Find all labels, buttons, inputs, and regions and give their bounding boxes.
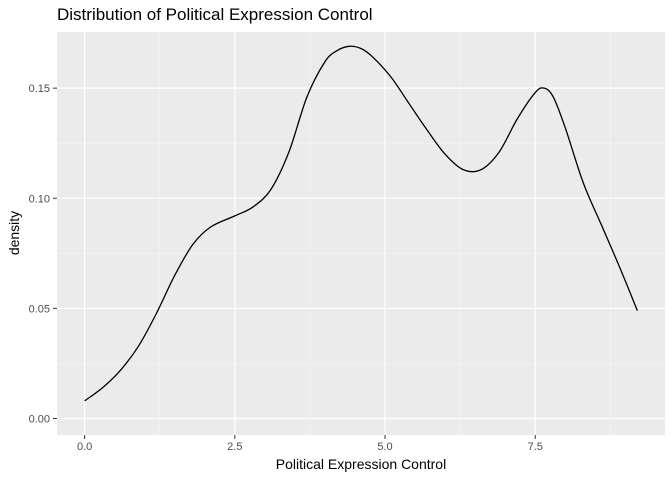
x-tick-label: 7.5	[528, 441, 543, 453]
y-tick-label: 0.10	[29, 193, 50, 205]
series-layer	[84, 45, 638, 402]
x-tick-label: 5.0	[377, 441, 392, 453]
x-tick-label: 2.5	[227, 441, 242, 453]
chart-title: Distribution of Political Expression Con…	[57, 5, 373, 24]
y-axis-title: density	[6, 211, 22, 255]
minor-gridlines	[57, 32, 665, 435]
x-tick-label: 0.0	[77, 441, 92, 453]
major-gridlines	[57, 32, 665, 435]
y-tick-label: 0.00	[29, 413, 50, 425]
density-line	[84, 45, 638, 402]
x-axis-title: Political Expression Control	[276, 456, 446, 472]
x-axis: 0.0 2.5 5.0 7.5	[77, 435, 543, 453]
y-tick-label: 0.15	[29, 83, 50, 95]
y-axis: 0.00 0.05 0.10 0.15	[29, 83, 57, 425]
y-tick-label: 0.05	[29, 303, 50, 315]
plot-panel	[57, 32, 665, 435]
